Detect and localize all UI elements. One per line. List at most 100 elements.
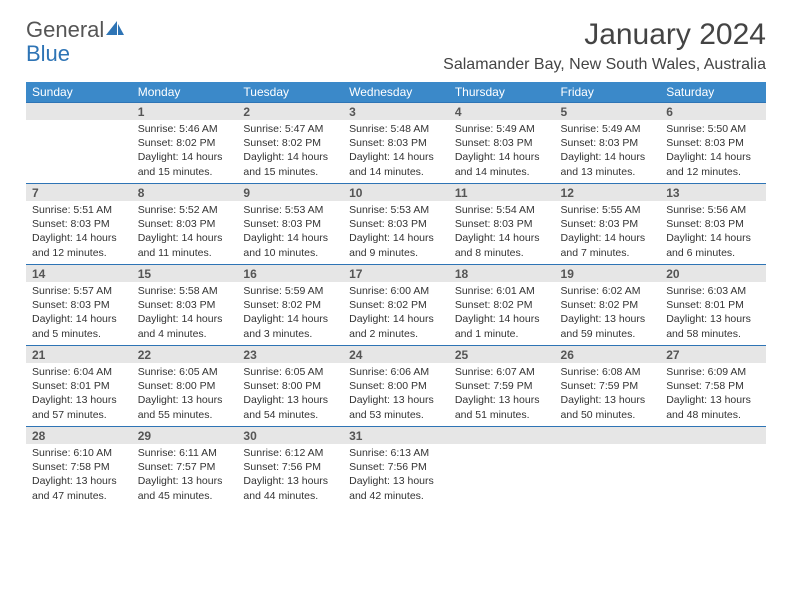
day-content-cell: Sunrise: 5:52 AMSunset: 8:03 PMDaylight:… <box>132 201 238 264</box>
sunrise-line: Sunrise: 6:09 AM <box>666 365 760 379</box>
day-content-cell <box>660 444 766 507</box>
sunrise-line: Sunrise: 6:12 AM <box>243 446 337 460</box>
sunset-line: Sunset: 8:02 PM <box>243 298 337 312</box>
weekday-header: Friday <box>555 82 661 102</box>
day-content-cell: Sunrise: 6:07 AMSunset: 7:59 PMDaylight:… <box>449 363 555 426</box>
sunrise-line: Sunrise: 6:00 AM <box>349 284 443 298</box>
daylight-line: Daylight: 14 hours and 4 minutes. <box>138 312 232 340</box>
day-content-cell: Sunrise: 6:08 AMSunset: 7:59 PMDaylight:… <box>555 363 661 426</box>
daylight-line: Daylight: 14 hours and 12 minutes. <box>32 231 126 259</box>
day-content-cell: Sunrise: 5:49 AMSunset: 8:03 PMDaylight:… <box>449 120 555 183</box>
daylight-line: Daylight: 13 hours and 48 minutes. <box>666 393 760 421</box>
day-number-cell: 25 <box>449 346 555 363</box>
daylight-line: Daylight: 13 hours and 55 minutes. <box>138 393 232 421</box>
sunset-line: Sunset: 8:03 PM <box>32 217 126 231</box>
sunrise-line: Sunrise: 5:51 AM <box>32 203 126 217</box>
daylight-line: Daylight: 14 hours and 5 minutes. <box>32 312 126 340</box>
day-number-cell: 5 <box>555 103 661 120</box>
sunset-line: Sunset: 8:02 PM <box>349 298 443 312</box>
day-content-cell: Sunrise: 5:47 AMSunset: 8:02 PMDaylight:… <box>237 120 343 183</box>
day-content-cell: Sunrise: 6:00 AMSunset: 8:02 PMDaylight:… <box>343 282 449 345</box>
sunset-line: Sunset: 8:02 PM <box>561 298 655 312</box>
weekday-header: Thursday <box>449 82 555 102</box>
title-block: January 2024 Salamander Bay, New South W… <box>443 18 766 74</box>
month-title: January 2024 <box>443 18 766 52</box>
sunrise-line: Sunrise: 5:47 AM <box>243 122 337 136</box>
day-number-cell: 23 <box>237 346 343 363</box>
day-number-cell: 8 <box>132 184 238 201</box>
sunrise-line: Sunrise: 5:56 AM <box>666 203 760 217</box>
sunset-line: Sunset: 8:00 PM <box>138 379 232 393</box>
calendar-grid: SundayMondayTuesdayWednesdayThursdayFrid… <box>26 82 766 507</box>
sunrise-line: Sunrise: 6:03 AM <box>666 284 760 298</box>
daylight-line: Daylight: 13 hours and 51 minutes. <box>455 393 549 421</box>
brand-logo: General Blue <box>26 18 124 66</box>
sunrise-line: Sunrise: 5:52 AM <box>138 203 232 217</box>
sunrise-line: Sunrise: 5:55 AM <box>561 203 655 217</box>
weekday-header: Tuesday <box>237 82 343 102</box>
day-number-cell: 31 <box>343 427 449 444</box>
sunrise-line: Sunrise: 6:10 AM <box>32 446 126 460</box>
sunrise-line: Sunrise: 5:53 AM <box>243 203 337 217</box>
calendar-week: 14151617181920Sunrise: 5:57 AMSunset: 8:… <box>26 264 766 345</box>
day-number-cell: 2 <box>237 103 343 120</box>
day-content-row: Sunrise: 6:10 AMSunset: 7:58 PMDaylight:… <box>26 444 766 507</box>
daylight-line: Daylight: 13 hours and 42 minutes. <box>349 474 443 502</box>
day-number-cell: 3 <box>343 103 449 120</box>
sunset-line: Sunset: 7:59 PM <box>561 379 655 393</box>
sunset-line: Sunset: 8:02 PM <box>138 136 232 150</box>
daylight-line: Daylight: 13 hours and 44 minutes. <box>243 474 337 502</box>
day-content-cell: Sunrise: 6:04 AMSunset: 8:01 PMDaylight:… <box>26 363 132 426</box>
day-number-cell: 26 <box>555 346 661 363</box>
day-number-cell: 14 <box>26 265 132 282</box>
brand-text: General Blue <box>26 18 124 66</box>
day-number-cell: 19 <box>555 265 661 282</box>
daylight-line: Daylight: 14 hours and 10 minutes. <box>243 231 337 259</box>
day-number-cell: 21 <box>26 346 132 363</box>
daylight-line: Daylight: 14 hours and 15 minutes. <box>138 150 232 178</box>
sunrise-line: Sunrise: 6:02 AM <box>561 284 655 298</box>
sunset-line: Sunset: 8:03 PM <box>243 217 337 231</box>
daylight-line: Daylight: 14 hours and 14 minutes. <box>349 150 443 178</box>
day-content-cell: Sunrise: 5:54 AMSunset: 8:03 PMDaylight:… <box>449 201 555 264</box>
day-content-cell: Sunrise: 6:10 AMSunset: 7:58 PMDaylight:… <box>26 444 132 507</box>
daylight-line: Daylight: 14 hours and 3 minutes. <box>243 312 337 340</box>
daylight-line: Daylight: 14 hours and 7 minutes. <box>561 231 655 259</box>
day-number-cell: 15 <box>132 265 238 282</box>
daylight-line: Daylight: 13 hours and 45 minutes. <box>138 474 232 502</box>
sunrise-line: Sunrise: 5:53 AM <box>349 203 443 217</box>
sunrise-line: Sunrise: 5:54 AM <box>455 203 549 217</box>
sunset-line: Sunset: 7:56 PM <box>349 460 443 474</box>
day-number-cell: 22 <box>132 346 238 363</box>
weekday-header: Wednesday <box>343 82 449 102</box>
sunset-line: Sunset: 8:03 PM <box>561 217 655 231</box>
sunset-line: Sunset: 8:03 PM <box>138 298 232 312</box>
day-number-row: 14151617181920 <box>26 265 766 282</box>
sunset-line: Sunset: 8:03 PM <box>455 217 549 231</box>
day-content-cell: Sunrise: 5:56 AMSunset: 8:03 PMDaylight:… <box>660 201 766 264</box>
day-content-cell: Sunrise: 5:57 AMSunset: 8:03 PMDaylight:… <box>26 282 132 345</box>
sunset-line: Sunset: 8:02 PM <box>243 136 337 150</box>
sunset-line: Sunset: 8:03 PM <box>455 136 549 150</box>
sunrise-line: Sunrise: 5:49 AM <box>561 122 655 136</box>
weekday-header: Saturday <box>660 82 766 102</box>
day-number-cell <box>555 427 661 444</box>
day-number-cell: 10 <box>343 184 449 201</box>
day-number-row: 78910111213 <box>26 184 766 201</box>
sunrise-line: Sunrise: 6:05 AM <box>243 365 337 379</box>
sunrise-line: Sunrise: 5:48 AM <box>349 122 443 136</box>
sunset-line: Sunset: 8:03 PM <box>138 217 232 231</box>
day-content-cell: Sunrise: 5:53 AMSunset: 8:03 PMDaylight:… <box>343 201 449 264</box>
daylight-line: Daylight: 14 hours and 14 minutes. <box>455 150 549 178</box>
brand-part1: General <box>26 17 104 42</box>
daylight-line: Daylight: 13 hours and 57 minutes. <box>32 393 126 421</box>
day-number-row: 21222324252627 <box>26 346 766 363</box>
day-number-cell: 13 <box>660 184 766 201</box>
day-content-cell: Sunrise: 5:49 AMSunset: 8:03 PMDaylight:… <box>555 120 661 183</box>
sail-icon <box>106 17 124 42</box>
sunrise-line: Sunrise: 6:01 AM <box>455 284 549 298</box>
sunset-line: Sunset: 8:03 PM <box>561 136 655 150</box>
sunrise-line: Sunrise: 5:49 AM <box>455 122 549 136</box>
day-number-cell: 6 <box>660 103 766 120</box>
calendar-week: 28293031Sunrise: 6:10 AMSunset: 7:58 PMD… <box>26 426 766 507</box>
